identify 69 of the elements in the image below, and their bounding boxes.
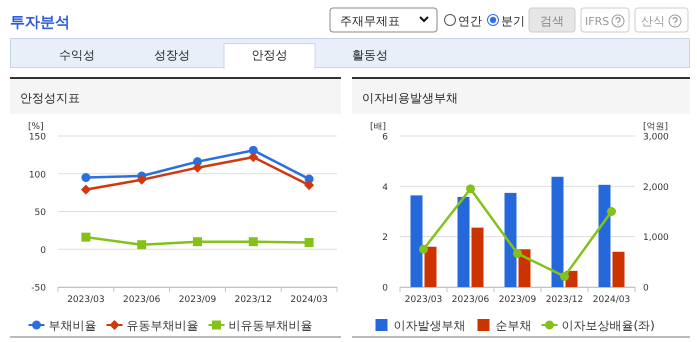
text: 검색 (540, 14, 564, 28)
point (137, 240, 146, 250)
text: 투자분석 (10, 13, 70, 31)
y-tick-label: 150 (28, 132, 46, 142)
bar (598, 184, 610, 287)
legend-label: 비유동부채비율 (228, 318, 312, 332)
bar (552, 176, 564, 287)
y-tick-label: 4 (382, 182, 388, 193)
y-axis-title: [%] (28, 122, 44, 132)
text: 분기 (501, 14, 525, 28)
text: 성장성 (154, 48, 190, 62)
point (419, 244, 428, 254)
legend-label: 순부채 (496, 318, 532, 332)
y-tick-label: 0 (382, 284, 388, 294)
bar (472, 228, 484, 287)
y-tick-label: -50 (31, 284, 46, 294)
bar (458, 196, 470, 287)
x-tick-label: 2023/06 (123, 295, 161, 305)
text: 활동성 (352, 48, 388, 62)
y-tick-label: 50 (34, 208, 46, 218)
chart-title: 안정성지표 (20, 91, 80, 105)
legend-label: 유동부채비율 (126, 318, 198, 332)
y2-tick-label: 0 (643, 284, 649, 294)
y-tick-label: 2 (382, 233, 388, 244)
point (304, 180, 314, 190)
point (81, 173, 90, 182)
text: 연간 (458, 14, 482, 28)
x-tick-label: 2023/12 (546, 295, 584, 305)
point (560, 272, 569, 281)
text: IFRS (585, 15, 610, 28)
x-tick-label: 2024/03 (592, 295, 630, 305)
legend-label: 이자발생부채 (394, 318, 466, 332)
point (607, 207, 616, 216)
point (513, 249, 522, 258)
legend-label: 이자보상배율(좌) (562, 318, 655, 332)
text: 주재무제표 (340, 14, 400, 28)
x-tick-label: 2023/03 (404, 295, 442, 305)
text: 수익성 (59, 48, 95, 62)
bar (504, 192, 516, 287)
y-tick-label: 0 (40, 246, 46, 256)
x-tick-label: 2023/12 (234, 295, 272, 305)
y2-tick-label: 3,000 (643, 132, 670, 142)
point (192, 162, 202, 173)
point (248, 152, 258, 162)
point (80, 184, 91, 195)
point (136, 174, 147, 185)
x-tick-label: 2023/03 (67, 295, 105, 305)
chart-title: 이자비용발생부채 (362, 91, 458, 105)
x-tick-label: 2023/09 (178, 295, 216, 305)
legend-label: 부채비율 (48, 318, 96, 332)
point (81, 232, 90, 242)
y2-tick-label: 2,000 (643, 182, 670, 193)
text: 산식 (641, 14, 665, 28)
point (466, 184, 475, 194)
y-axis-title: [배] (370, 122, 386, 132)
point (248, 237, 258, 246)
x-tick-label: 2023/09 (498, 295, 536, 305)
bar (424, 246, 436, 287)
y2-tick-label: 1,000 (643, 233, 670, 244)
point (193, 237, 202, 246)
bar (410, 195, 422, 287)
bar (612, 252, 624, 287)
text: 안정성 (252, 48, 288, 62)
y-tick-label: 6 (382, 132, 388, 142)
x-tick-label: 2024/03 (290, 295, 328, 305)
y-tick-label: 100 (28, 170, 46, 180)
point (304, 238, 314, 247)
y2-axis-title: [억원] (643, 122, 668, 132)
x-tick-label: 2023/06 (452, 295, 490, 305)
